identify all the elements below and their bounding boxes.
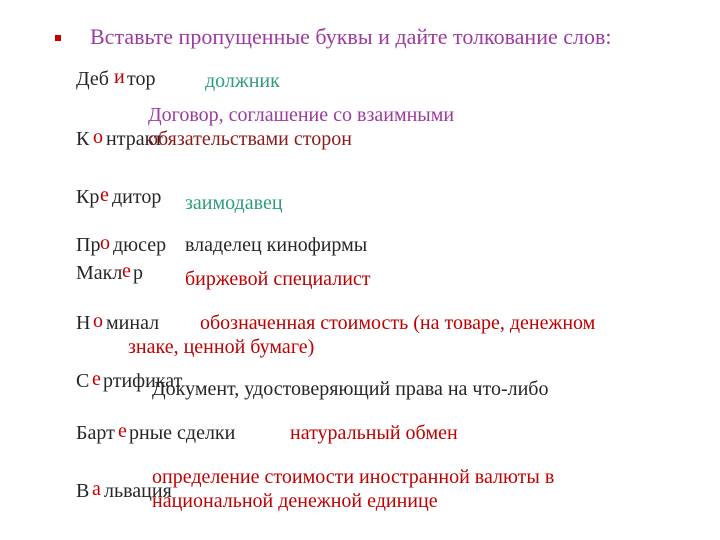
word-pre: С — [76, 370, 89, 393]
word-pre: К — [76, 128, 89, 151]
definition: натуральный обмен — [290, 422, 458, 445]
definition: Документ, удостоверяющий права на что-ли… — [152, 378, 548, 401]
word-post: дитор — [112, 186, 161, 209]
missing-letter: е — [122, 260, 131, 283]
definition: владелец кинофирмы — [185, 234, 367, 257]
word-post: рные сделки — [129, 422, 235, 445]
definition: заимодавец — [185, 192, 283, 215]
missing-letter: о — [93, 126, 103, 149]
word-post: тор — [127, 68, 155, 91]
word-post: минал — [106, 312, 159, 335]
slide: Вставьте пропущенные буквы и дайте толко… — [0, 0, 720, 540]
word-pre: Кр — [76, 186, 99, 209]
definition: должник — [205, 70, 280, 93]
definition-line1: обозначенная стоимость (на товаре, денеж… — [200, 312, 595, 335]
word-pre: Н — [76, 312, 90, 335]
definition-line1: Договор, соглашение со взаимными — [148, 104, 454, 127]
word-pre: Макл — [76, 262, 122, 285]
word-pre: В — [76, 480, 89, 503]
definition-line1: определение стоимости иностранной валюты… — [152, 466, 554, 489]
missing-letter: о — [100, 232, 110, 255]
definition: биржевой специалист — [185, 268, 371, 291]
word-post: дюсер — [113, 234, 166, 257]
title-bullet — [55, 35, 61, 41]
missing-letter: и — [114, 66, 125, 89]
word-pre: Пр — [76, 234, 100, 257]
missing-letter: е — [100, 184, 109, 207]
missing-letter: е — [92, 368, 101, 391]
missing-letter: а — [92, 478, 101, 501]
definition-line2: знаке, ценной бумаге) — [128, 336, 314, 359]
definition-line2: национальной денежной единице — [152, 490, 438, 513]
word-pre: Барт — [76, 422, 115, 445]
definition-line2: обязательствами сторон — [148, 128, 352, 151]
word-pre: Деб — [76, 68, 109, 91]
missing-letter: о — [93, 310, 103, 333]
missing-letter: е — [118, 420, 127, 443]
word-post: р — [133, 262, 143, 285]
instruction-title: Вставьте пропущенные буквы и дайте толко… — [90, 24, 612, 50]
